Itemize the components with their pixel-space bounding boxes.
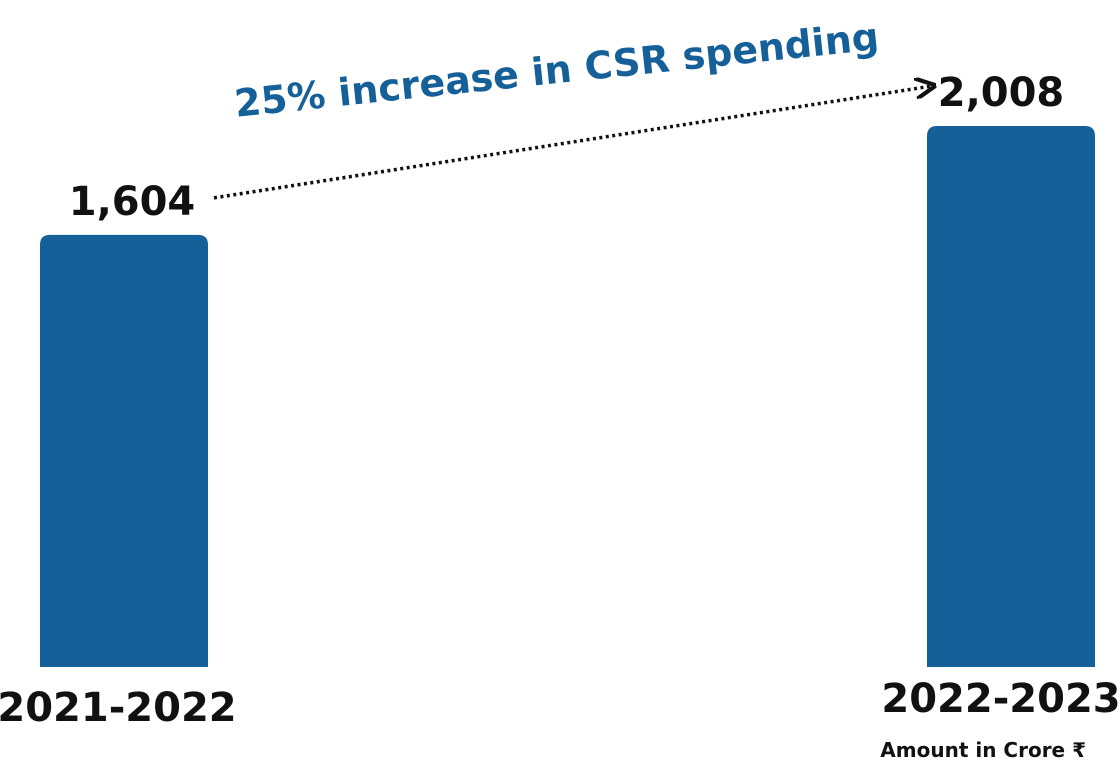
increase-annotation: 25% increase in CSR spending	[232, 14, 881, 125]
category-labels-group: 2021-2022 2022-2023	[0, 676, 1120, 731]
value-label-2022-2023: 2,008	[938, 70, 1065, 116]
unit-note: Amount in Crore ₹	[880, 738, 1086, 762]
bar-2021-2022	[40, 234, 208, 667]
category-label-2022-2023: 2022-2023	[881, 676, 1120, 722]
bars-group	[40, 126, 1095, 667]
value-labels-group: 1,604 2,008	[69, 70, 1065, 225]
bar-2022-2023	[927, 126, 1095, 667]
value-label-2021-2022: 1,604	[69, 179, 196, 225]
category-label-2021-2022: 2021-2022	[0, 685, 237, 731]
trend-arrow	[213, 86, 932, 200]
